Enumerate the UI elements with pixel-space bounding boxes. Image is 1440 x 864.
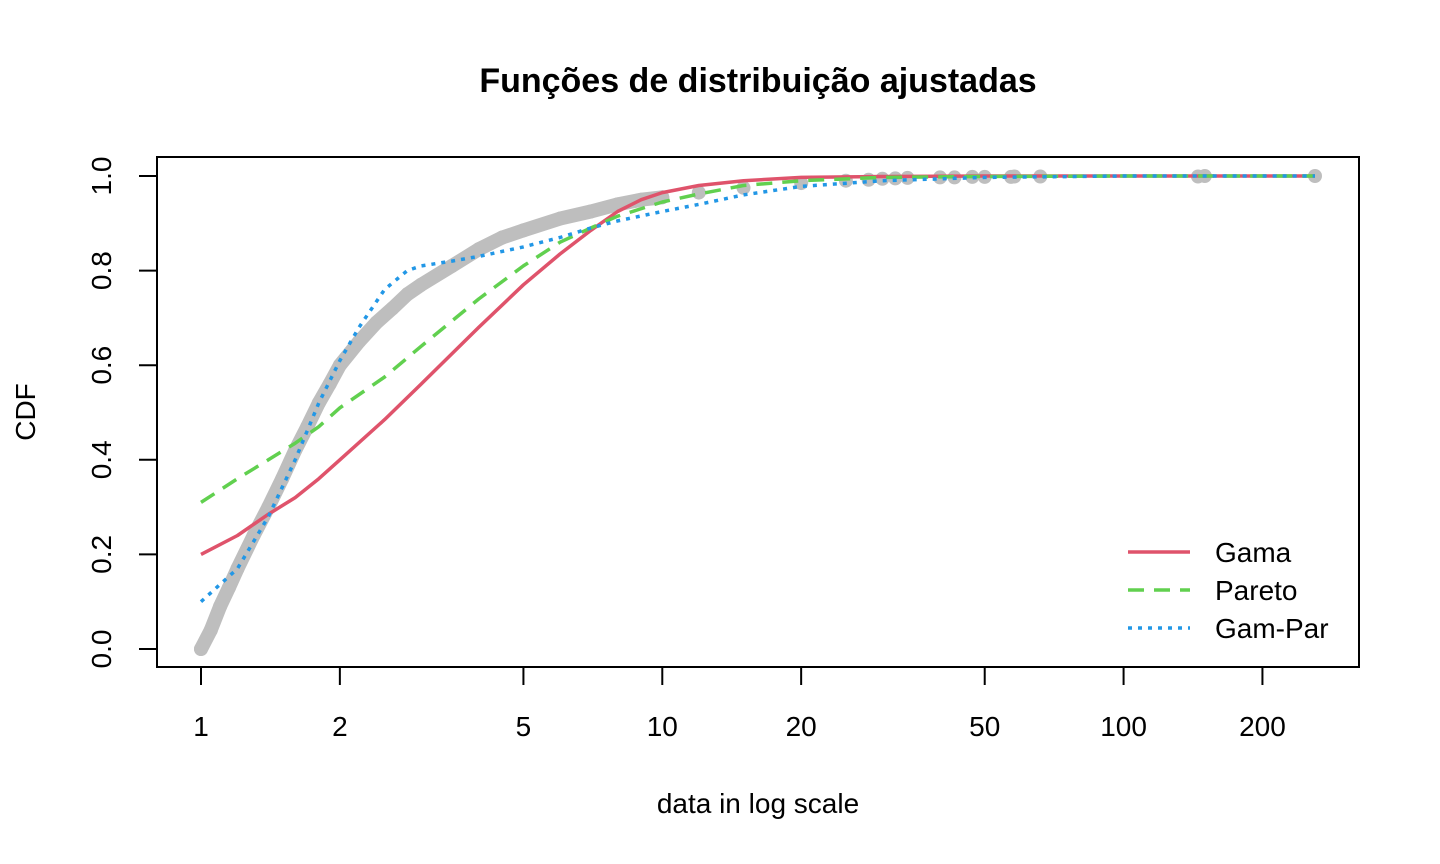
- empirical-point: [311, 396, 326, 410]
- x-tick-label: 5: [516, 711, 532, 742]
- empirical-point: [385, 301, 400, 316]
- legend-label: Gam-Par: [1215, 613, 1329, 644]
- series-line-pareto: [200, 174, 1315, 504]
- empirical-point: [213, 599, 228, 614]
- x-tick-label: 100: [1100, 711, 1147, 742]
- x-tick-label: 20: [786, 711, 817, 742]
- empirical-point: [495, 230, 510, 245]
- y-tick-label: 1.0: [86, 157, 117, 196]
- y-tick-label: 0.0: [86, 630, 117, 669]
- y-tick-label: 0.8: [86, 251, 117, 290]
- y-axis-label: CDF: [10, 383, 41, 441]
- empirical-point: [583, 204, 598, 219]
- empirical-point: [369, 315, 384, 330]
- empirical-point: [414, 277, 429, 292]
- series-line-gam-par: [199, 174, 1315, 603]
- y-tick-label: 0.6: [86, 346, 117, 385]
- empirical-point: [445, 258, 459, 273]
- series-line-gama: [200, 174, 1315, 556]
- empirical-point: [553, 211, 567, 226]
- y-tick-label: 0.2: [86, 535, 117, 574]
- y-axis: 0.0 0.2 0.4 0.6 0.8 1.0: [86, 157, 158, 669]
- legend-label: Pareto: [1215, 575, 1298, 606]
- y-tick-label: 0.4: [86, 440, 117, 479]
- empirical-point: [222, 580, 236, 595]
- empirical-point: [275, 471, 290, 486]
- empirical-point: [400, 287, 415, 302]
- empirical-point: [203, 623, 218, 638]
- x-tick-label: 1: [193, 711, 209, 742]
- empirical-point: [736, 180, 751, 195]
- empirical-point: [471, 242, 486, 257]
- empirical-point: [246, 528, 261, 543]
- legend: Gama Pareto Gam-Par: [1128, 537, 1329, 644]
- empirical-point: [194, 642, 208, 656]
- empirical-points: [194, 169, 1322, 656]
- empirical-point: [516, 223, 531, 238]
- chart-title: Funções de distribuição ajustadas: [479, 62, 1036, 100]
- x-tick-label: 200: [1239, 711, 1286, 742]
- series-lines: [199, 174, 1315, 603]
- x-tick-label: 10: [647, 711, 678, 742]
- x-tick-label: 2: [332, 711, 348, 742]
- x-axis: 1 2 5 10 20 50 100 200: [193, 666, 1286, 742]
- x-tick-label: 50: [969, 711, 1000, 742]
- empirical-point: [352, 334, 366, 349]
- legend-label: Gama: [1215, 537, 1292, 568]
- empirical-point: [230, 561, 245, 576]
- x-axis-label: data in log scale: [657, 788, 859, 819]
